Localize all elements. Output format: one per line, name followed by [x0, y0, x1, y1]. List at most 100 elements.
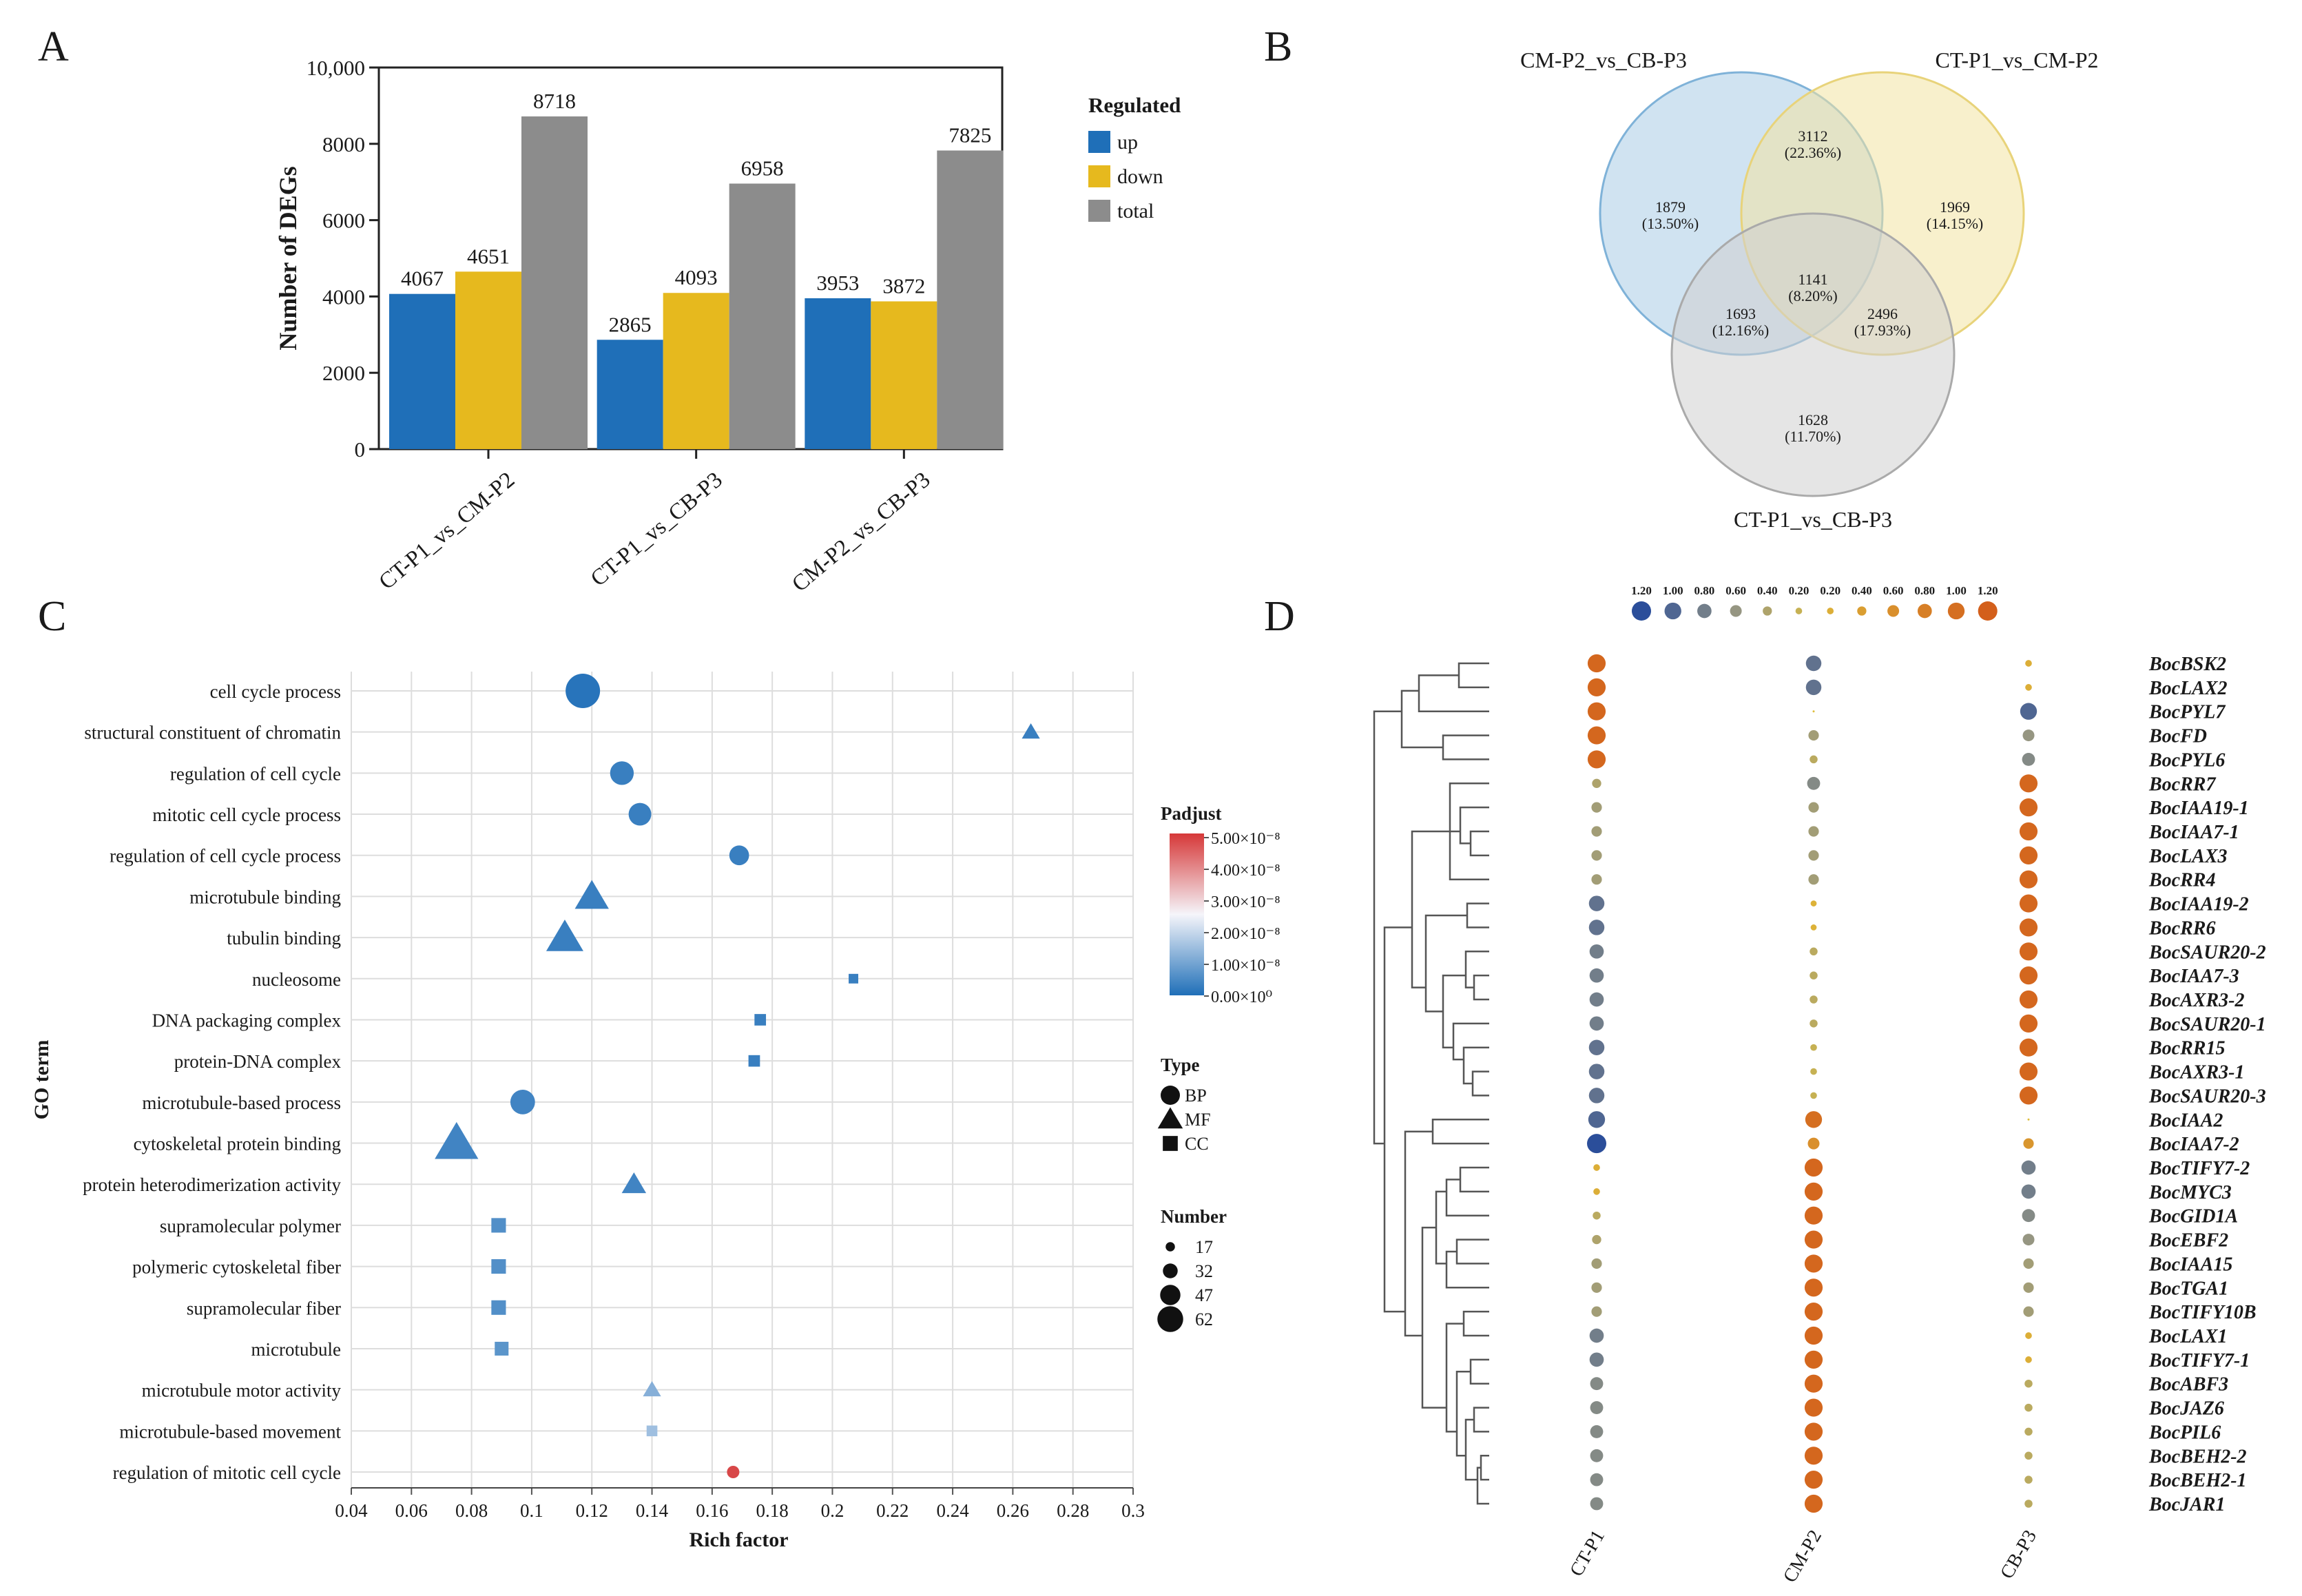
expression-dot — [1804, 1303, 1823, 1321]
expression-dot — [2019, 1014, 2038, 1033]
expression-dot — [1587, 750, 1606, 769]
dendrogram-branch — [1373, 710, 1402, 1145]
legend-swatch-down — [1088, 165, 1110, 187]
y-axis-label: Number of DEGs — [274, 166, 302, 350]
expression-dot — [1591, 850, 1602, 861]
go-term-point — [727, 1466, 740, 1478]
expression-dot — [1589, 1352, 1604, 1367]
venn-circle-3 — [1670, 212, 1956, 497]
expression-dot — [1588, 1064, 1605, 1079]
bar-down — [663, 293, 729, 449]
expression-dot — [1812, 710, 1815, 713]
gene-label: BocBEH2-1 — [2148, 1470, 2247, 1491]
expression-dot — [2023, 1138, 2034, 1149]
legend-number-title: Number — [1161, 1206, 1227, 1227]
expression-dot — [2019, 990, 2038, 1009]
expression-dot — [1810, 1092, 1817, 1099]
expression-dot — [1587, 726, 1606, 745]
x-tick-label: 0.24 — [936, 1500, 969, 1521]
scale-legend-dot — [1763, 606, 1772, 616]
expression-dot — [1587, 1134, 1606, 1154]
x-category-label: CT-P1_vs_CM-P2 — [375, 468, 519, 595]
go-term-label: structural constituent of chromatin — [84, 723, 341, 743]
bar-value-label: 4093 — [675, 265, 718, 289]
dendrogram-branch — [1400, 690, 1443, 749]
go-term-label: regulation of cell cycle process — [110, 846, 341, 867]
bar-down — [871, 301, 937, 449]
expression-dot — [1804, 1278, 1823, 1297]
x-category-label: CM-P2_vs_CB-P3 — [787, 468, 935, 597]
scale-legend-label: 1.00 — [1946, 584, 1967, 597]
dendrogram-branch — [1473, 1407, 1489, 1433]
scale-legend-label: 0.20 — [1789, 584, 1810, 597]
expression-dot — [1588, 1111, 1606, 1128]
legend-padjust-title: Padjust — [1161, 803, 1222, 824]
expression-dot — [1589, 968, 1604, 983]
go-term-label: regulation of cell cycle — [170, 763, 341, 784]
go-term-point — [574, 880, 609, 909]
scale-legend-label: 1.20 — [1978, 584, 1998, 597]
expression-dot — [1589, 944, 1604, 959]
expression-dot — [1810, 1044, 1817, 1051]
padjust-label: 4.00×10⁻⁸ — [1211, 862, 1280, 880]
legend-label: up — [1117, 131, 1138, 154]
expression-dot — [2019, 870, 2038, 889]
venn-region-count: 1879 — [1655, 198, 1686, 216]
go-term-point — [510, 1089, 535, 1115]
bar-value-label: 7825 — [948, 123, 991, 147]
expression-dot — [1591, 1282, 1602, 1293]
expression-dot — [2022, 729, 2035, 742]
scale-legend-label: 0.40 — [1852, 584, 1872, 597]
dendrogram-branch — [1464, 951, 1489, 988]
go-term-label: microtubule-based process — [142, 1092, 341, 1113]
dendrogram-branch — [1418, 674, 1489, 712]
expression-dot — [1804, 1350, 1823, 1369]
legend-type-mf-symbol — [1157, 1107, 1183, 1129]
gene-label: BocLAX3 — [2148, 846, 2228, 867]
dendrogram-branch — [1459, 806, 1489, 844]
gene-label: BocRR7 — [2148, 774, 2216, 795]
expression-dot — [1591, 874, 1602, 885]
dendrogram-branch — [1469, 830, 1489, 857]
dendrogram-branch — [1476, 1467, 1489, 1505]
expression-dot — [1588, 1039, 1605, 1055]
expression-dot — [1810, 900, 1817, 906]
expression-dot — [2023, 1258, 2034, 1269]
go-term-point — [491, 1300, 506, 1315]
expression-dot — [1589, 1328, 1604, 1343]
expression-dot — [1808, 729, 1819, 741]
go-term-point — [849, 973, 858, 984]
go-term-label: mitotic cell cycle process — [152, 805, 341, 825]
go-term-label: DNA packaging complex — [152, 1010, 342, 1030]
go-term-label: supramolecular polymer — [160, 1216, 341, 1236]
dendrogram — [1373, 662, 1489, 1505]
expression-dot — [1593, 1164, 1600, 1171]
dendrogram-branch — [1469, 1358, 1489, 1385]
expression-dot — [1804, 1182, 1823, 1201]
expression-dot — [1804, 1158, 1823, 1177]
venn-region-percent: (13.50%) — [1642, 215, 1699, 232]
dendrogram-branch — [1435, 1190, 1446, 1265]
scale-legend-dot — [1887, 605, 1900, 617]
bar-value-label: 3953 — [816, 271, 859, 295]
expression-dot — [1810, 995, 1818, 1004]
expression-dot — [2019, 1038, 2038, 1057]
gene-label: BocSAUR20-2 — [2148, 942, 2266, 963]
bar-value-label: 3872 — [882, 273, 925, 298]
expression-dot — [2024, 1427, 2033, 1436]
gene-label: BocRR4 — [2148, 870, 2215, 891]
scale-legend-dot — [1917, 603, 1932, 619]
go-term-label: microtubule motor activity — [142, 1380, 342, 1401]
x-tick-label: 0.06 — [395, 1500, 428, 1521]
dendrogram-branch — [1404, 1130, 1433, 1337]
x-category-label: CT-P1_vs_CB-P3 — [586, 468, 727, 592]
scale-legend-label: 0.40 — [1757, 584, 1778, 597]
venn-set-label: CM-P2_vs_CB-P3 — [1520, 48, 1687, 72]
expression-dot — [2024, 1475, 2033, 1484]
expression-dot — [2020, 703, 2037, 720]
legend-number-symbol — [1160, 1285, 1181, 1305]
bar-total — [729, 183, 796, 449]
expression-dot — [2025, 660, 2032, 667]
go-term-label: microtubule — [251, 1339, 341, 1360]
legend-swatch-up — [1088, 131, 1110, 153]
